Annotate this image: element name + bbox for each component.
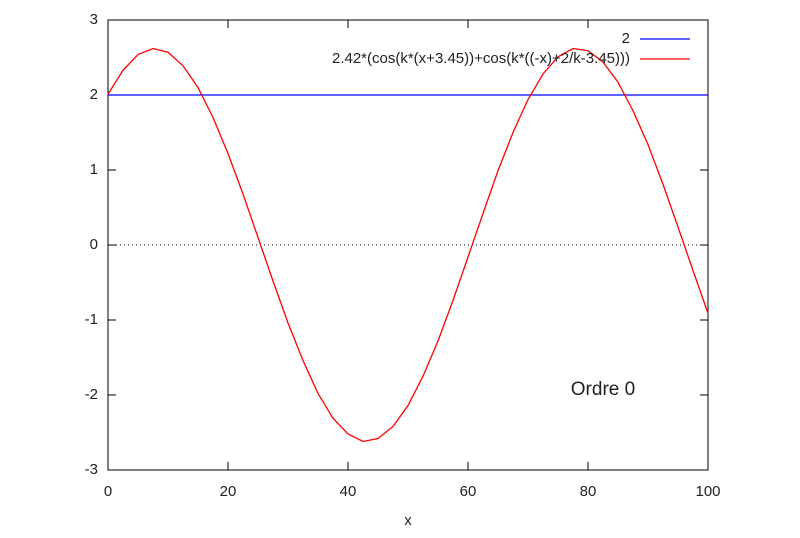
x-tick-label: 40 [340,483,357,500]
y-tick-label: 0 [90,236,98,253]
legend-label: 2 [622,30,630,47]
x-tick-label: 60 [460,483,477,500]
series-line [107,47,709,443]
y-tick-label: -2 [85,386,98,403]
y-tick-label: 3 [90,11,98,28]
x-tick-label: 100 [695,483,720,500]
y-tick-label: 1 [90,161,98,178]
y-tick-label: 2 [90,86,98,103]
annotation: Ordre 0 [571,379,635,400]
x-tick-label: 20 [220,483,237,500]
legend-label: 2.42*(cos(k*(x+3.45))+cos(k*((-x)+2/k-3.… [332,50,630,67]
x-axis-label: x [404,512,412,529]
y-tick-label: -1 [85,311,98,328]
x-tick-label: 80 [580,483,597,500]
y-tick-label: -3 [85,461,98,478]
x-tick-label: 0 [104,483,112,500]
